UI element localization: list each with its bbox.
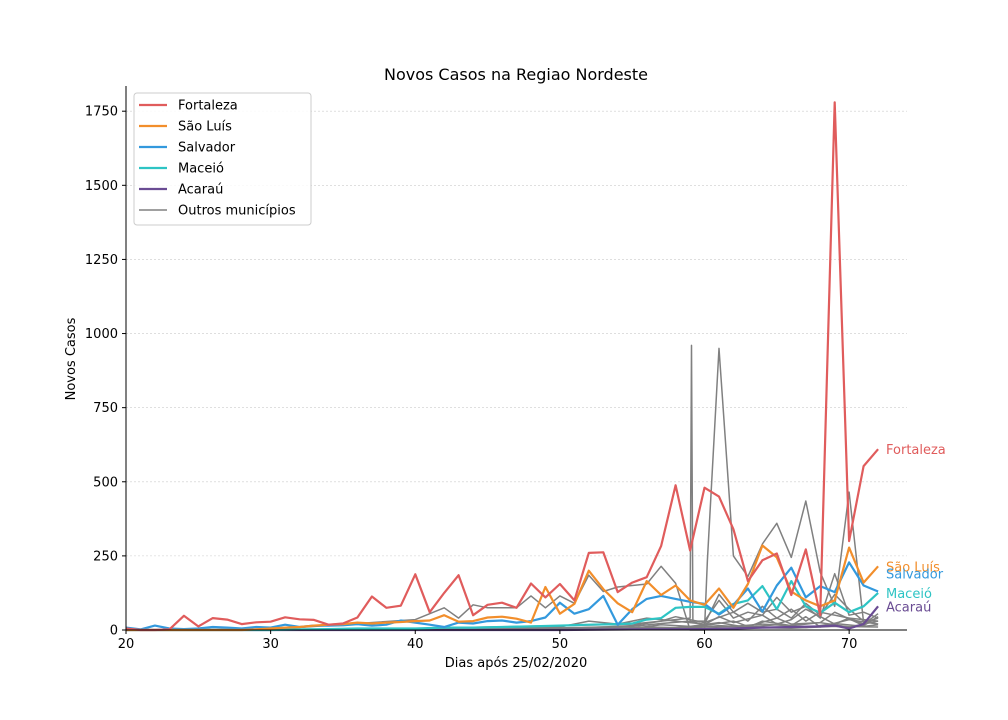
other-series-lines bbox=[125, 344, 879, 631]
y-tick-label: 250 bbox=[93, 549, 118, 564]
other-municipality-line bbox=[125, 347, 879, 631]
x-tick-label: 40 bbox=[407, 637, 424, 652]
y-tick-label: 0 bbox=[110, 624, 118, 639]
legend-label: Acaraú bbox=[178, 183, 223, 198]
y-tick-label: 1000 bbox=[85, 327, 118, 342]
y-tick-label: 1500 bbox=[85, 179, 118, 194]
end-label-Salvador: Salvador bbox=[886, 567, 944, 582]
series-line-Salvador bbox=[125, 561, 879, 631]
x-axis-label: Dias após 25/02/2020 bbox=[445, 656, 588, 671]
other-municipality-line bbox=[126, 344, 879, 631]
y-tick-label: 1750 bbox=[85, 105, 118, 120]
legend-label: São Luís bbox=[178, 120, 232, 135]
legend-box bbox=[133, 92, 312, 226]
x-tick-label: 30 bbox=[262, 637, 279, 652]
x-tick-label: 20 bbox=[118, 637, 135, 652]
x-tick-label: 70 bbox=[841, 637, 858, 652]
legend-label: Outros municípios bbox=[178, 204, 296, 219]
legend-label: Fortaleza bbox=[178, 99, 238, 114]
axes bbox=[125, 86, 907, 631]
y-tick-label: 500 bbox=[93, 475, 118, 490]
end-label-Acaraú: Acaraú bbox=[886, 600, 931, 615]
x-tick-label: 60 bbox=[696, 637, 713, 652]
y-axis-label: Novos Casos bbox=[64, 317, 79, 400]
end-label-Fortaleza: Fortaleza bbox=[886, 443, 946, 458]
x-tick-label: 50 bbox=[552, 637, 569, 652]
y-tick-label: 1250 bbox=[85, 253, 118, 268]
legend-label: Salvador bbox=[178, 141, 236, 156]
series-line-Fortaleza bbox=[125, 101, 879, 632]
legend-label: Maceió bbox=[178, 162, 224, 177]
end-label-São Luís: São Luís bbox=[886, 560, 940, 575]
legend: Fortaleza São Luís Salvador Maceió Acaraú Out… bbox=[133, 92, 312, 226]
chart-title: Novos Casos na Regiao Nordeste bbox=[384, 65, 648, 84]
y-tick-label: 750 bbox=[93, 401, 118, 416]
y-tick-labels: 0 250 500 750 1000 1250 1500 1750 bbox=[85, 105, 126, 639]
x-tick-labels: 20 30 40 50 60 70 bbox=[118, 630, 858, 652]
end-label-Maceió: Maceió bbox=[886, 587, 932, 602]
